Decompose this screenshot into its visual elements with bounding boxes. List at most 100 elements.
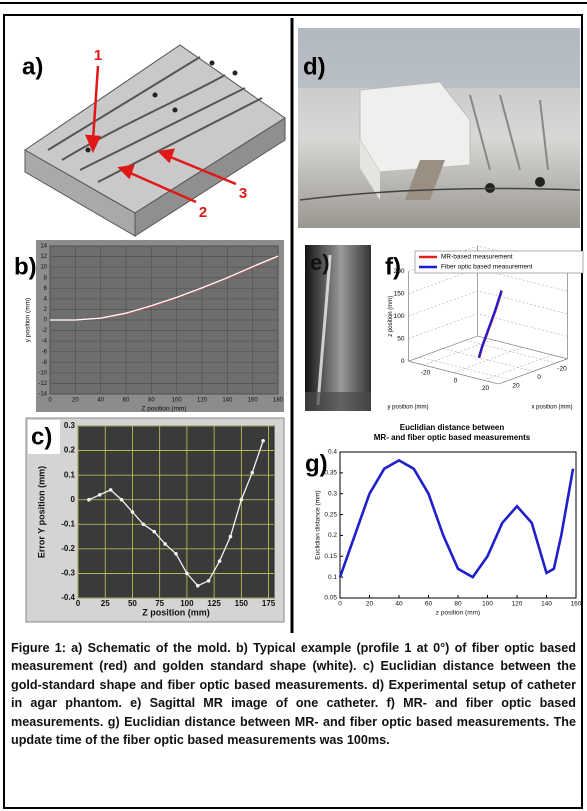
plot-area: [339, 451, 577, 599]
y-axis-label: y position (mm): [387, 405, 428, 411]
y-axis-label: y position (mm): [25, 298, 32, 342]
y-tick-label: -0.1: [61, 519, 75, 528]
x-tick-label: 125: [207, 599, 221, 608]
data-point: [217, 559, 222, 563]
x-tick-label: 100: [172, 398, 183, 404]
legend-label: MR-based measurement: [441, 254, 513, 261]
x-tick-label: 0: [48, 398, 52, 404]
data-point: [239, 497, 244, 502]
y-tick-label: 0.05: [324, 595, 337, 602]
data-point: [185, 571, 189, 576]
z-tick-label: 150: [394, 290, 405, 297]
z-tick-label: 50: [397, 335, 405, 342]
x-tick-label: -20: [421, 370, 431, 377]
y-axis-label: Error Y position (mm): [36, 466, 46, 558]
x-tick-label: 160: [571, 601, 582, 608]
y-tick-label: -12: [38, 381, 47, 387]
x-axis-label: Z position (mm): [142, 607, 210, 617]
x-tick-label: 0: [454, 377, 458, 384]
x-axis-label: Z position (mm): [141, 406, 186, 413]
x-axis-label: z position (mm): [436, 610, 480, 617]
data-point: [97, 493, 102, 497]
y-tick-label: 0.25: [324, 511, 337, 518]
y-tick-label: -0.2: [61, 544, 75, 553]
y-tick-label: 0.15: [324, 553, 337, 560]
y-tick-label: 0: [537, 374, 541, 381]
x-tick-label: 100: [482, 601, 493, 608]
x-tick-label: 120: [512, 601, 523, 608]
x-tick-label: 100: [180, 599, 194, 608]
y-tick-label: 0: [44, 318, 48, 324]
x-tick-label: 25: [101, 599, 110, 608]
y-tick-label: -0.4: [61, 593, 75, 602]
x-tick-label: 140: [541, 601, 552, 608]
y-tick-label: 8: [44, 275, 48, 281]
figure-caption: Figure 1: a) Schematic of the mold. b) T…: [11, 641, 576, 748]
panel-label: a): [22, 53, 43, 80]
y-tick-label: 0.3: [328, 490, 337, 497]
y-tick-label: -8: [42, 360, 48, 366]
data-point: [87, 497, 91, 502]
chart-title: MR- and fiber optic based measurements: [374, 433, 531, 442]
grid-line: [442, 348, 534, 372]
x-tick-label: 80: [454, 601, 462, 608]
plot-area: [77, 425, 275, 599]
chart-title: Euclidian distance between: [400, 423, 505, 432]
y-tick-label: -2: [42, 328, 48, 334]
data-point: [163, 542, 167, 546]
x-tick-label: 160: [248, 398, 259, 404]
y-tick-label: 0.4: [328, 449, 337, 456]
data-point: [152, 529, 157, 534]
y-tick-label: 0: [71, 495, 76, 504]
mold-schematic: [24, 44, 286, 237]
data-line: [477, 290, 503, 359]
z-tick-label: 100: [394, 313, 405, 320]
z-tick-label: 200: [394, 268, 405, 275]
data-point: [174, 551, 178, 556]
y-tick-label: 4: [44, 296, 48, 302]
panel-label: e): [310, 250, 330, 275]
label-box: [28, 420, 60, 454]
data-point: [119, 497, 124, 502]
data-point: [206, 579, 211, 583]
panel-label: f): [385, 253, 401, 280]
y-tick-label: 0.2: [328, 532, 337, 539]
data-point: [261, 438, 265, 443]
x-tick-label: 180: [273, 398, 284, 404]
y-tick-label: 6: [44, 286, 48, 292]
y-tick-label: 12: [40, 254, 47, 260]
data-line: [50, 255, 279, 321]
y-tick-label: 10: [40, 265, 47, 271]
y-tick-label: 0.35: [324, 470, 337, 477]
x-tick-label: 75: [155, 599, 164, 608]
grid-line: [423, 339, 493, 366]
y-tick-label: -6: [42, 349, 48, 355]
legend-box: [414, 250, 584, 274]
x-tick-label: 20: [366, 601, 374, 608]
y-tick-label: 0.1: [328, 574, 337, 581]
x-tick-label: 40: [97, 398, 104, 404]
y-tick-label: -14: [38, 392, 47, 398]
x-tick-label: 50: [128, 599, 137, 608]
x-axis-label: x position (mm): [531, 405, 572, 411]
y-tick-label: 0.2: [64, 446, 76, 455]
x-tick-label: 20: [482, 385, 490, 392]
x-tick-label: 60: [123, 398, 130, 404]
x-tick-label: 80: [148, 398, 155, 404]
data-point: [195, 583, 200, 588]
x-tick-label: 150: [235, 599, 249, 608]
x-tick-label: 140: [222, 398, 233, 404]
x-tick-label: 20: [72, 398, 79, 404]
x-tick-label: 120: [197, 398, 208, 404]
grid-line: [408, 335, 568, 362]
panel-label: d): [303, 53, 326, 80]
grid-line: [465, 339, 557, 364]
setup-photo: [298, 28, 581, 228]
mr-image: [305, 245, 371, 411]
y-tick-label: 2: [44, 307, 48, 313]
data-point: [130, 510, 135, 514]
data-point: [228, 534, 233, 539]
arrow-label: 2: [199, 204, 207, 221]
